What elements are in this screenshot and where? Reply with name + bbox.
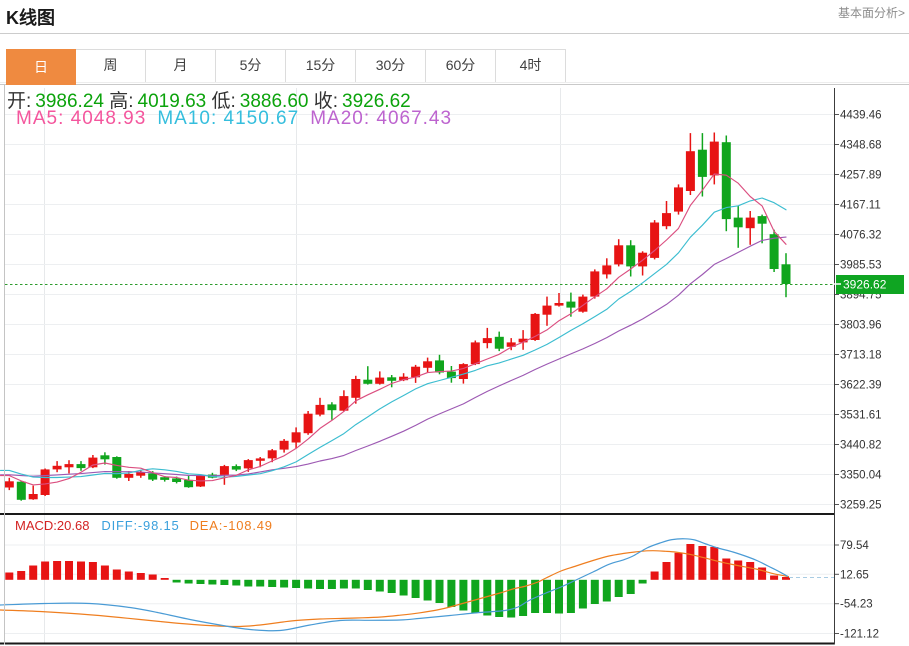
- svg-text:3350.04: 3350.04: [840, 470, 882, 482]
- svg-text:3259.25: 3259.25: [840, 500, 882, 512]
- svg-text:3622.39: 3622.39: [840, 380, 882, 392]
- svg-text:4439.46: 4439.46: [840, 110, 882, 122]
- svg-text:4348.68: 4348.68: [840, 140, 882, 152]
- svg-text:3985.53: 3985.53: [840, 260, 882, 272]
- svg-text:-121.12: -121.12: [840, 629, 879, 641]
- svg-text:3531.61: 3531.61: [840, 410, 882, 422]
- svg-text:12.65: 12.65: [840, 569, 869, 581]
- svg-text:4076.32: 4076.32: [840, 230, 882, 242]
- svg-text:3803.96: 3803.96: [840, 320, 882, 332]
- svg-text:-54.23: -54.23: [840, 599, 873, 611]
- svg-text:4257.89: 4257.89: [840, 170, 882, 182]
- svg-text:79.54: 79.54: [840, 540, 869, 552]
- svg-text:3440.82: 3440.82: [840, 440, 882, 452]
- svg-text:3713.18: 3713.18: [840, 350, 882, 362]
- svg-text:4167.11: 4167.11: [840, 200, 881, 212]
- svg-text:3926.62: 3926.62: [843, 278, 887, 292]
